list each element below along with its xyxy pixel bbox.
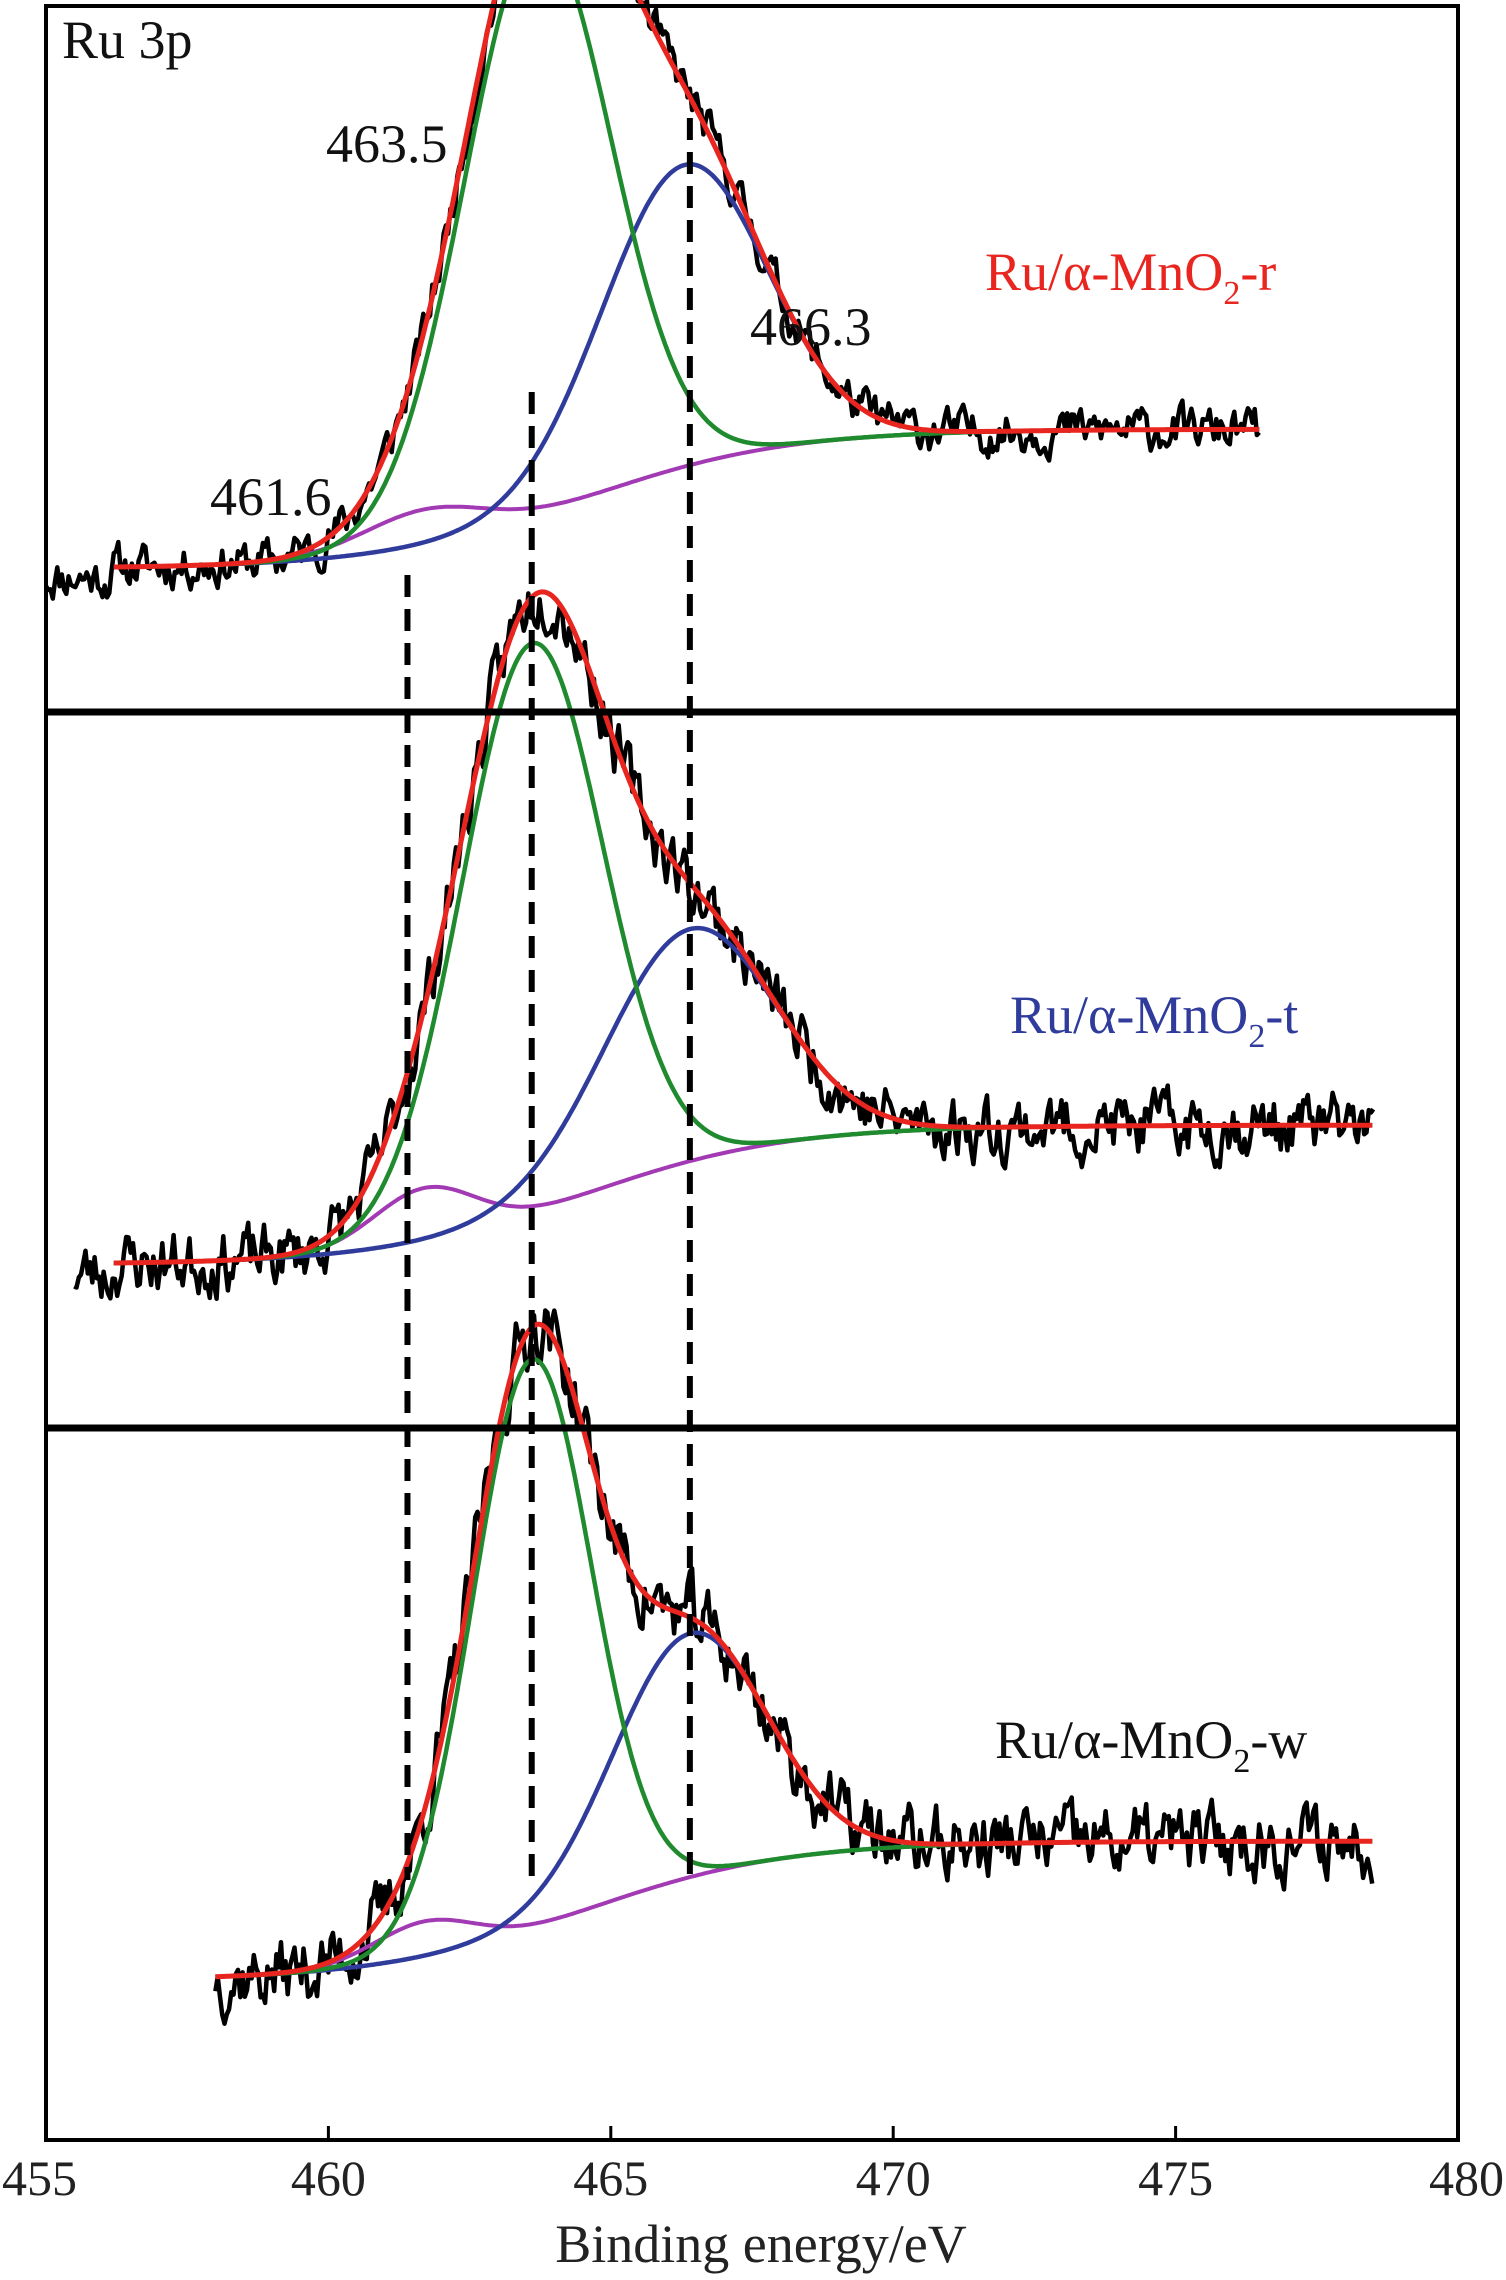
raw-spectrum-line: [73, 591, 1376, 1301]
x-tick-label: 455: [2, 2150, 77, 2206]
x-tick-label: 465: [573, 2150, 648, 2206]
x-tick-label: 480: [1429, 2150, 1504, 2206]
x-tick-label: 475: [1138, 2150, 1213, 2206]
reference-lines: [404, 118, 693, 1880]
chart-title: Ru 3p: [62, 10, 193, 70]
plot-border: [44, 4, 1460, 2142]
fit-peak-461-line: [113, 1123, 1373, 1265]
peak-annotation: 461.6: [210, 467, 332, 527]
peak-annotation: 463.5: [326, 114, 448, 174]
sample-label-suffix: -w: [1250, 1710, 1307, 1770]
fit-peak-466-line: [215, 1630, 1373, 1979]
x-axis: Binding energy/eV 455 460 465 470 475 480: [2, 2126, 1504, 2274]
x-tick-label: 470: [856, 2150, 931, 2206]
sample-label: Ru/α-MnO2-w: [995, 1710, 1307, 1780]
sample-label-main: Ru/α-MnO: [1010, 985, 1248, 1045]
plot-frame: [44, 4, 1460, 2142]
peak-annotation: 466.3: [750, 297, 872, 357]
sample-label: Ru/α-MnO2-t: [1010, 985, 1298, 1055]
panels-layer: Ru/α-MnO2-rRu/α-MnO2-tRu/α-MnO2-w: [44, 0, 1376, 2026]
fit-envelope-line: [113, 0, 1260, 570]
sample-label-main: Ru/α-MnO: [995, 1710, 1233, 1770]
panel-2: Ru/α-MnO2-t: [73, 589, 1376, 1301]
fit-envelope-line: [215, 1321, 1373, 1980]
sample-label-subscript: 2: [1248, 1018, 1265, 1055]
fit-envelope-line: [113, 589, 1373, 1266]
x-tick-label: 460: [291, 2150, 366, 2206]
sample-label-subscript: 2: [1223, 275, 1240, 312]
sample-label-suffix: -r: [1240, 242, 1276, 302]
annotations-layer: Ru 3p 463.5 466.3 461.6: [62, 10, 872, 527]
panel-1: Ru/α-MnO2-r: [44, 0, 1276, 601]
panel-3: Ru/α-MnO2-w: [213, 1308, 1375, 2026]
x-axis-title: Binding energy/eV: [555, 2214, 966, 2274]
sample-label: Ru/α-MnO2-r: [985, 242, 1276, 312]
sample-label-main: Ru/α-MnO: [985, 242, 1223, 302]
sample-label-suffix: -t: [1265, 985, 1298, 1045]
sample-label-subscript: 2: [1233, 1743, 1250, 1780]
raw-spectrum-line: [213, 1308, 1375, 2026]
